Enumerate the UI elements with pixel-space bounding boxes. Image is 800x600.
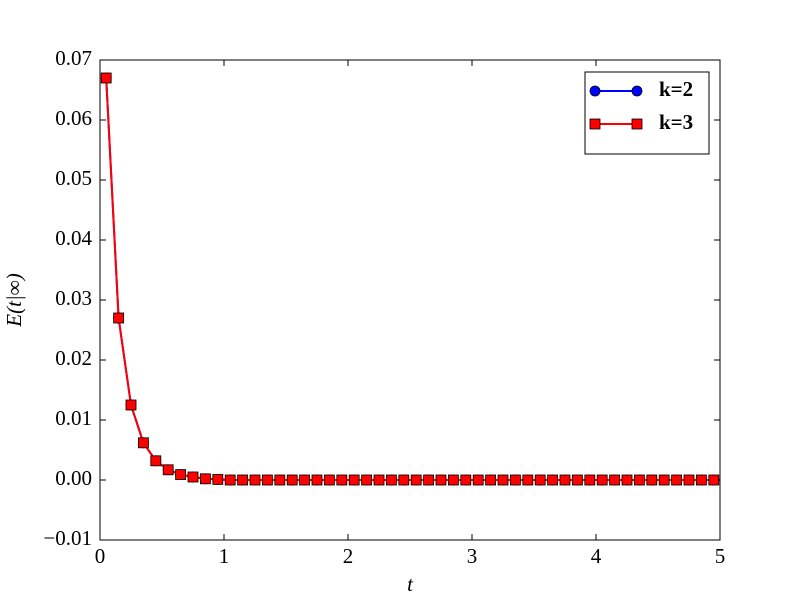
marker bbox=[447, 474, 459, 486]
marker bbox=[646, 474, 658, 486]
marker bbox=[547, 474, 558, 486]
y-tick-label: 0.04 bbox=[55, 226, 92, 250]
marker bbox=[299, 474, 311, 486]
y-axis-label: E(t|∞) bbox=[2, 273, 26, 327]
marker bbox=[385, 474, 397, 486]
marker bbox=[212, 473, 224, 485]
marker bbox=[658, 474, 670, 486]
x-tick-label: 2 bbox=[343, 544, 354, 568]
marker bbox=[621, 474, 633, 486]
plot-frame bbox=[99, 59, 721, 541]
x-tick-label: 4 bbox=[591, 544, 602, 568]
marker bbox=[398, 474, 410, 486]
marker bbox=[261, 474, 273, 486]
marker bbox=[671, 474, 682, 486]
marker bbox=[634, 474, 645, 486]
marker bbox=[348, 474, 360, 486]
y-tick-label: 0.07 bbox=[55, 46, 92, 70]
marker bbox=[100, 72, 112, 84]
marker bbox=[559, 474, 571, 486]
marker bbox=[696, 474, 707, 486]
y-tick-label: 0.06 bbox=[55, 106, 92, 130]
y-tick-label: 0.00 bbox=[55, 466, 92, 490]
marker bbox=[373, 474, 385, 486]
marker bbox=[336, 474, 348, 486]
marker bbox=[509, 474, 521, 486]
y-tick-label: −0.01 bbox=[43, 526, 92, 550]
marker bbox=[237, 474, 249, 486]
y-tick-label: 0.01 bbox=[55, 406, 92, 430]
marker bbox=[683, 474, 695, 486]
marker bbox=[472, 474, 484, 486]
x-axis-label: t bbox=[407, 572, 414, 596]
legend-marker bbox=[589, 85, 601, 97]
legend-marker bbox=[631, 85, 643, 97]
y-tick-label: 0.05 bbox=[55, 166, 92, 190]
marker bbox=[137, 437, 149, 449]
marker bbox=[224, 474, 236, 486]
marker bbox=[584, 474, 596, 486]
marker bbox=[323, 474, 335, 486]
marker bbox=[596, 474, 608, 486]
marker bbox=[311, 474, 323, 486]
marker bbox=[361, 474, 373, 486]
marker bbox=[410, 474, 422, 486]
marker bbox=[435, 474, 447, 486]
marker bbox=[187, 471, 199, 483]
marker bbox=[274, 474, 286, 486]
marker bbox=[162, 464, 174, 476]
marker bbox=[199, 473, 211, 485]
x-tick-label: 0 bbox=[95, 544, 106, 568]
x-tick-label: 3 bbox=[467, 544, 478, 568]
marker bbox=[125, 399, 137, 411]
legend-marker bbox=[589, 118, 601, 130]
x-tick-label: 1 bbox=[219, 544, 230, 568]
marker bbox=[522, 474, 534, 486]
legend-label: k=3 bbox=[659, 110, 693, 134]
marker bbox=[113, 312, 124, 324]
marker bbox=[286, 474, 298, 486]
marker bbox=[497, 474, 509, 486]
marker bbox=[534, 474, 546, 486]
x-tick-label: 5 bbox=[715, 544, 726, 568]
legend-marker bbox=[631, 118, 643, 130]
legend-label: k=2 bbox=[659, 77, 693, 101]
marker bbox=[249, 474, 261, 486]
marker bbox=[150, 455, 162, 467]
y-tick-label: 0.02 bbox=[55, 346, 92, 370]
marker bbox=[175, 469, 187, 481]
marker bbox=[708, 474, 720, 486]
marker bbox=[572, 474, 583, 486]
marker bbox=[609, 474, 620, 486]
marker bbox=[485, 474, 497, 486]
marker bbox=[460, 474, 472, 486]
legend-box bbox=[584, 71, 710, 155]
marker bbox=[423, 474, 435, 486]
y-tick-label: 0.03 bbox=[55, 286, 92, 310]
